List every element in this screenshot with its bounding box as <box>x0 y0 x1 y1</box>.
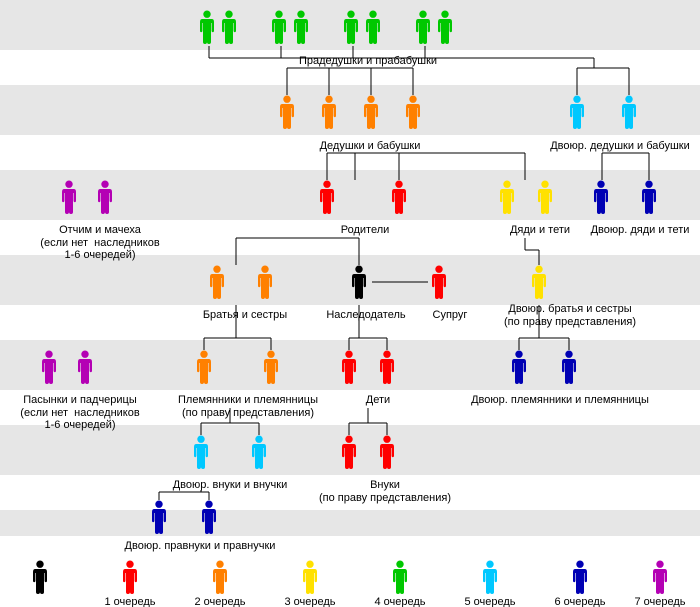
label-pasynki: Пасынки и падчерицы (если нет наследнико… <box>0 394 160 432</box>
label-nasledodatel: Наследодатель <box>316 309 416 322</box>
person-plemyan-1-icon <box>195 350 213 384</box>
legend-label-4: 4 очередь <box>365 596 435 607</box>
label-suprug: Супруг <box>420 309 480 322</box>
person-vnuk-1-icon <box>340 435 358 469</box>
label-roditeli: Родители <box>325 224 405 237</box>
label-dv-dyadi: Двоюр. дяди и тети <box>575 224 700 237</box>
person-pradeda-1b-icon <box>220 10 238 44</box>
legend-6-icon <box>571 560 589 594</box>
person-pradeda-3b-icon <box>364 10 382 44</box>
person-otchim-2-icon <box>96 180 114 214</box>
person-roditel-1-icon <box>318 180 336 214</box>
legend-4-icon <box>391 560 409 594</box>
person-deti-2-icon <box>378 350 396 384</box>
person-suprug-icon <box>430 265 448 299</box>
person-pradeda-4b-icon <box>436 10 454 44</box>
person-dvoyur-brat-1-icon <box>530 265 548 299</box>
legend-3-icon <box>301 560 319 594</box>
person-dyadi-1-icon <box>498 180 516 214</box>
person-plemyan-2-icon <box>262 350 280 384</box>
label-bratya: Братья и сестры <box>185 309 305 322</box>
person-dvoyur-dyadi-1-icon <box>592 180 610 214</box>
person-vnuk-2-icon <box>378 435 396 469</box>
legend-7-icon <box>651 560 669 594</box>
diagram-stage: Прадедушки и прабабушки Дедушки и бабушки… <box>0 0 700 607</box>
label-dv-plemyan: Двоюр. племянники и племянницы <box>450 394 670 407</box>
label-dv-pravnuki: Двоюр. правнуки и правнучки <box>100 540 300 553</box>
person-dvoyur-vnuk-1-icon <box>192 435 210 469</box>
person-testator-icon <box>350 265 368 299</box>
person-deti-1-icon <box>340 350 358 384</box>
person-dvoyur-plemyan-2-icon <box>560 350 578 384</box>
legend-testator-icon <box>31 560 49 594</box>
legend-label-7: 7 очередь <box>625 596 695 607</box>
label-otchim: Отчим и мачеха (если нет наследников 1-6… <box>20 224 180 262</box>
label-pradedy: Прадедушки и прабабушки <box>268 55 468 68</box>
person-ded-2-icon <box>320 95 338 129</box>
person-pasynok-1-icon <box>40 350 58 384</box>
person-pasynok-2-icon <box>76 350 94 384</box>
legend-label-5: 5 очередь <box>455 596 525 607</box>
person-dvoyur-plemyan-1-icon <box>510 350 528 384</box>
label-dedushki: Дедушки и бабушки <box>290 140 450 153</box>
label-deti: Дети <box>348 394 408 407</box>
legend-label-3: 3 очередь <box>275 596 345 607</box>
legend-label-2: 2 очередь <box>185 596 255 607</box>
person-pradeda-1a-icon <box>198 10 216 44</box>
person-dvoyur-ded-2-icon <box>620 95 638 129</box>
person-pradeda-2a-icon <box>270 10 288 44</box>
person-dyadi-2-icon <box>536 180 554 214</box>
legend-1-icon <box>121 560 139 594</box>
legend-label-6: 6 очередь <box>545 596 615 607</box>
person-brat-1-icon <box>208 265 226 299</box>
person-ded-3-icon <box>362 95 380 129</box>
person-dvoyur-pravnuk-1-icon <box>150 500 168 534</box>
label-vnuki: Внуки (по праву представления) <box>300 479 470 504</box>
person-pradeda-3a-icon <box>342 10 360 44</box>
person-pradeda-2b-icon <box>292 10 310 44</box>
label-dv-dedushki: Двоюр. дедушки и бабушки <box>530 140 700 153</box>
legend-2-icon <box>211 560 229 594</box>
person-roditel-2-icon <box>390 180 408 214</box>
person-dvoyur-dyadi-2-icon <box>640 180 658 214</box>
person-brat-2-icon <box>256 265 274 299</box>
legend-label-1: 1 очередь <box>95 596 165 607</box>
label-dv-bratya: Двоюр. братья и сестры (по праву предста… <box>480 303 660 328</box>
person-pradeda-4a-icon <box>414 10 432 44</box>
person-ded-4-icon <box>404 95 422 129</box>
legend-5-icon <box>481 560 499 594</box>
person-ded-1-icon <box>278 95 296 129</box>
person-dvoyur-ded-1-icon <box>568 95 586 129</box>
label-plemyan: Племянники и племянницы (по праву предст… <box>158 394 338 419</box>
label-dv-vnuki: Двоюр. внуки и внучки <box>150 479 310 492</box>
person-dvoyur-pravnuk-2-icon <box>200 500 218 534</box>
person-dvoyur-vnuk-2-icon <box>250 435 268 469</box>
person-otchim-1-icon <box>60 180 78 214</box>
